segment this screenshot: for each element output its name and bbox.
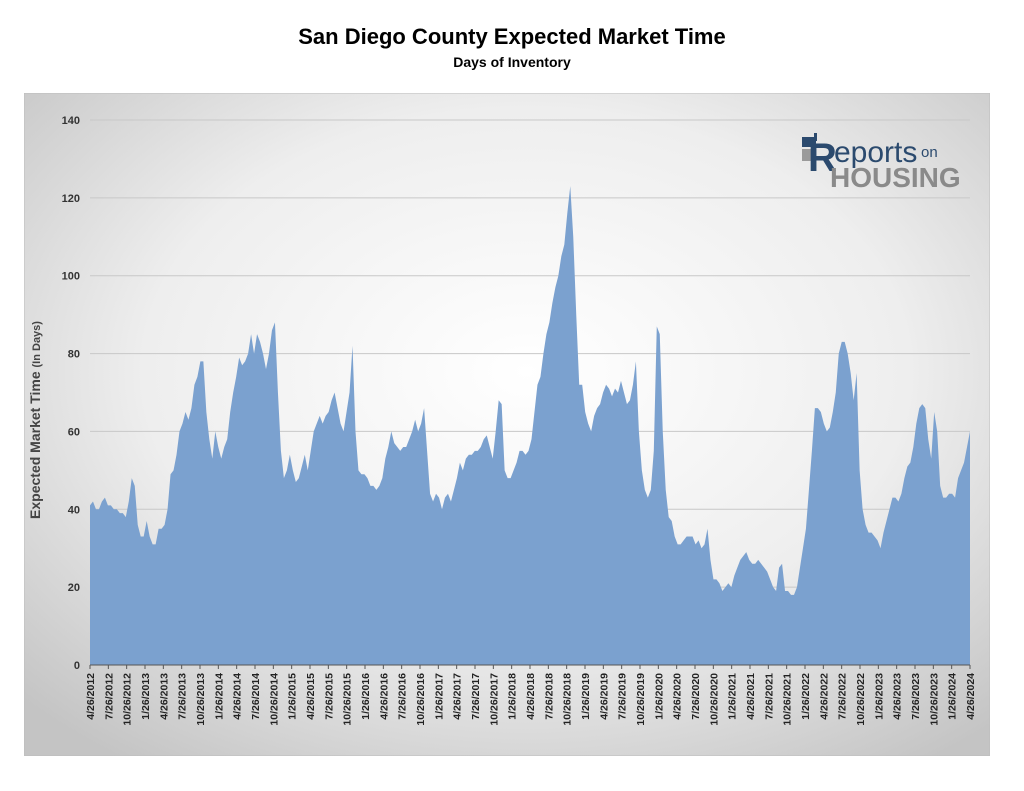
x-tick-label: 4/26/2020 [672,673,684,720]
x-tick-label: 4/26/2017 [452,673,464,720]
logo-housing: HOUSING [830,162,961,193]
x-tick-label: 7/26/2016 [397,673,409,720]
x-tick-label: 1/26/2020 [653,673,665,720]
x-tick-label: 10/26/2013 [195,673,207,726]
x-tick-label: 1/26/2015 [287,673,299,720]
x-tick-label: 1/26/2016 [360,673,372,720]
x-tick-label: 7/26/2021 [763,673,775,720]
y-axis-label-units: (In Days) [31,321,43,368]
x-tick-label: 4/26/2013 [158,673,170,720]
x-tick-label: 7/26/2019 [617,673,629,720]
x-tick-label: 4/26/2024 [965,673,977,720]
x-tick-label: 1/26/2014 [213,673,225,720]
x-tick-label: 10/26/2023 [928,673,940,726]
y-axis-label-main: Expected Market Time [27,371,43,519]
logo-eports: eports [834,136,917,169]
x-tick-label: 4/26/2018 [525,673,537,720]
x-tick-label: 4/26/2014 [232,673,244,720]
y-tick-label: 40 [68,504,80,516]
x-tick-label: 7/26/2015 [323,673,335,720]
x-tick-label: 10/26/2020 [708,673,720,726]
y-tick-label: 60 [68,426,80,438]
x-tick-label: 10/26/2022 [855,673,867,726]
y-tick-label: 80 [68,349,80,361]
area-chart: 0 20 40 60 80 100 120 140 4/26/2012 7/26/2012 10/… [24,93,990,756]
x-tick-label: 7/26/2022 [837,673,849,720]
chart-title: San Diego County Expected Market Time [298,24,726,49]
x-tick-label: 1/26/2018 [507,673,519,720]
x-tick-label: 4/26/2015 [305,673,317,720]
y-tick-label: 20 [68,582,80,594]
y-tick-label: 140 [62,115,80,127]
x-tick-label: 7/26/2018 [543,673,555,720]
y-tick-label: 100 [62,271,80,283]
x-tick-label: 1/26/2021 [727,673,739,720]
x-tick-label: 4/26/2021 [745,673,757,720]
chart-container: 0 20 40 60 80 100 120 140 4/26/2012 7/26/2012 10/… [24,93,990,756]
x-tick-label: 4/26/2023 [892,673,904,720]
reports-on-housing-logo: R eports on HOUSING [802,133,961,193]
x-tick-label: 4/26/2016 [378,673,390,720]
y-tick-label: 0 [74,660,80,672]
x-tick-label: 10/26/2015 [342,673,354,726]
x-tick-label: 7/26/2012 [103,673,115,720]
x-tick-label: 7/26/2020 [690,673,702,720]
x-tick-label: 1/26/2023 [873,673,885,720]
logo-on: on [921,144,938,161]
x-tick-label: 7/26/2014 [250,673,262,720]
x-tick-label: 4/26/2019 [598,673,610,720]
y-axis-label: Expected Market Time (In Days) [27,321,43,519]
x-tick-label: 7/26/2013 [177,673,189,720]
days-of-inventory-area [90,186,970,665]
x-tick-label: 4/26/2022 [818,673,830,720]
x-tick-label: 1/26/2013 [140,673,152,720]
x-tick-label: 1/26/2019 [580,673,592,720]
x-tick-label: 1/26/2017 [433,673,445,720]
x-tick-label: 1/26/2024 [947,673,959,720]
house-icon [802,133,817,161]
x-tick-label: 7/26/2017 [470,673,482,720]
x-tick-label: 10/26/2016 [415,673,427,726]
x-tick-label: 10/26/2018 [562,673,574,726]
logo-letter-r: R [808,136,837,180]
x-tick-label: 10/26/2019 [635,673,647,726]
y-tick-label: 120 [62,193,80,205]
x-tick-label: 1/26/2022 [800,673,812,720]
x-tick-label: 4/26/2012 [85,673,97,720]
x-tick-label: 10/26/2017 [488,673,500,726]
x-tick-label: 10/26/2014 [268,673,280,726]
x-tick-label: 10/26/2021 [782,673,794,726]
x-tick-label: 7/26/2023 [910,673,922,720]
chart-subtitle: Days of Inventory [453,54,571,70]
x-tick-label: 10/26/2012 [122,673,134,726]
